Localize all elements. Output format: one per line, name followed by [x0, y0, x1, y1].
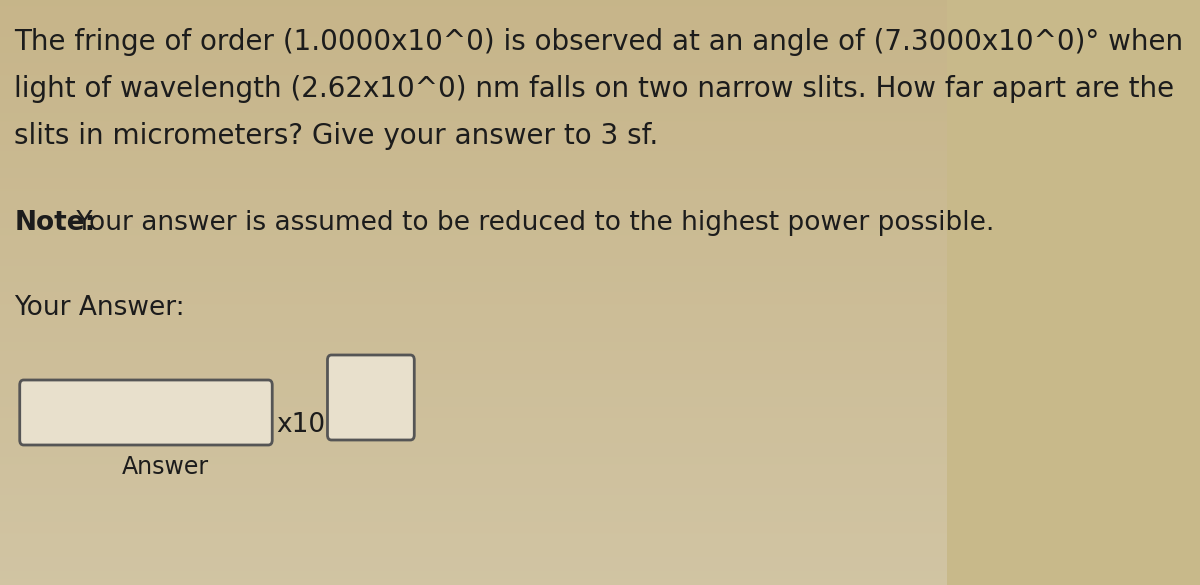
Text: Your answer is assumed to be reduced to the highest power possible.: Your answer is assumed to be reduced to …: [68, 210, 995, 236]
Text: Note:: Note:: [14, 210, 96, 236]
Text: Answer: Answer: [122, 455, 210, 479]
Text: Your Answer:: Your Answer:: [14, 295, 185, 321]
Text: slits in micrometers? Give your answer to 3 sf.: slits in micrometers? Give your answer t…: [14, 122, 659, 150]
FancyBboxPatch shape: [19, 380, 272, 445]
Text: light of wavelength (2.62x10^0) nm falls on two narrow slits. How far apart are : light of wavelength (2.62x10^0) nm falls…: [14, 75, 1175, 103]
Text: The fringe of order (1.0000x10^0) is observed at an angle of (7.3000x10^0)° when: The fringe of order (1.0000x10^0) is obs…: [14, 28, 1183, 56]
Text: x10: x10: [276, 412, 325, 438]
FancyBboxPatch shape: [328, 355, 414, 440]
